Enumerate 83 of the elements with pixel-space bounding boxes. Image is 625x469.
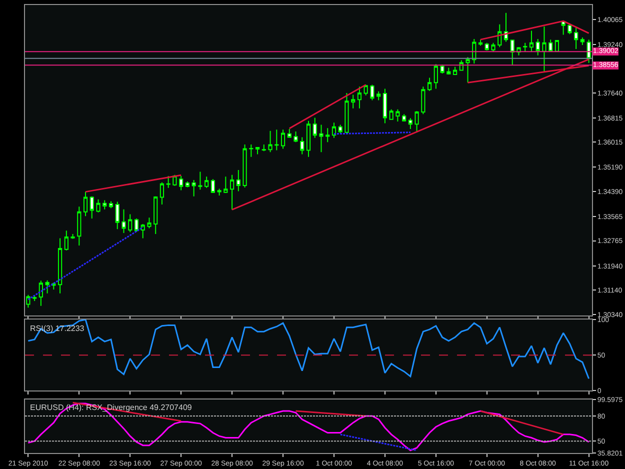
candlestick	[478, 39, 483, 46]
line-series	[27, 319, 590, 380]
candlestick	[484, 42, 489, 51]
candlestick	[414, 110, 419, 133]
candlestick	[210, 178, 215, 194]
candlestick	[427, 77, 432, 92]
candlestick	[434, 64, 438, 90]
candlestick	[128, 214, 132, 233]
candlestick	[185, 181, 190, 188]
candlestick	[452, 66, 458, 76]
candlestick	[262, 144, 266, 152]
candlestick	[90, 196, 94, 219]
candlestick	[351, 94, 356, 109]
candlestick	[332, 122, 336, 138]
candlestick	[242, 144, 247, 188]
candlestick	[370, 84, 374, 101]
candlestick	[504, 12, 508, 42]
candlestick	[574, 26, 578, 50]
candlestick	[38, 280, 43, 306]
candlestick	[77, 206, 82, 246]
candlestick	[466, 56, 470, 84]
candlestick	[446, 67, 451, 75]
candlestick	[319, 124, 324, 153]
candlestick	[542, 26, 546, 73]
candlestick	[421, 86, 426, 115]
candlestick	[376, 90, 381, 101]
candlestick	[382, 88, 388, 124]
candlestick	[568, 24, 572, 35]
candlestick	[364, 84, 368, 96]
candlestick	[561, 21, 566, 36]
candlestick	[192, 179, 196, 197]
candlestick	[230, 174, 234, 210]
candlestick	[491, 42, 496, 52]
candlestick	[108, 200, 114, 209]
candlestick	[396, 108, 400, 122]
candlestick	[300, 136, 304, 155]
candlestick	[58, 238, 62, 294]
candlestick	[498, 24, 502, 48]
candlestick	[147, 217, 152, 229]
candlestick	[529, 30, 534, 52]
candlestick	[172, 174, 177, 186]
candlestick	[134, 218, 139, 232]
candlestick	[204, 176, 209, 188]
candlestick	[166, 176, 170, 188]
candlestick	[523, 42, 528, 52]
candlestick	[160, 182, 164, 206]
candlestick	[402, 114, 406, 122]
candlestick	[280, 129, 286, 150]
candlestick	[140, 223, 145, 239]
candlestick	[102, 200, 107, 210]
candlestick	[122, 208, 126, 234]
candlestick	[294, 130, 298, 143]
candlestick	[255, 146, 260, 155]
candlestick	[154, 196, 158, 234]
candlestick	[389, 108, 394, 120]
candlestick	[408, 118, 412, 130]
candlestick	[64, 230, 68, 251]
candlestick	[510, 39, 514, 66]
candlestick	[32, 295, 37, 302]
candlestick	[312, 117, 317, 138]
candlestick	[338, 124, 342, 134]
candlestick	[306, 120, 311, 158]
candlestick	[217, 188, 222, 196]
candlestick	[83, 191, 88, 217]
candlestick	[440, 64, 444, 74]
candlestick	[268, 130, 272, 153]
candlestick	[96, 198, 100, 213]
line-series	[27, 402, 590, 452]
candlestick	[236, 169, 240, 192]
candlestick	[326, 128, 330, 143]
candlestick	[357, 86, 362, 109]
candlestick	[70, 233, 75, 240]
candlestick	[115, 201, 120, 230]
candlestick	[249, 144, 254, 158]
candlestick	[287, 128, 292, 138]
candlestick	[536, 38, 540, 56]
candlestick	[179, 176, 184, 191]
candlestick	[580, 36, 584, 46]
candlestick	[224, 176, 228, 194]
candlestick	[274, 129, 279, 151]
candlestick	[45, 280, 50, 294]
candlestick	[344, 92, 349, 134]
candlestick	[198, 171, 202, 190]
